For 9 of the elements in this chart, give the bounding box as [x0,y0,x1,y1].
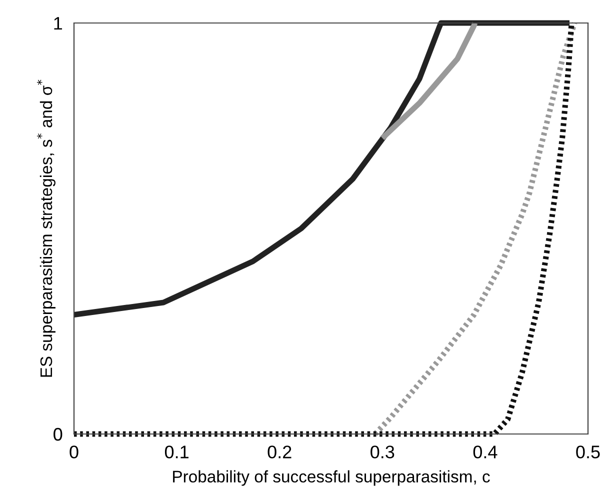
x-tick-label: 0.4 [473,446,498,458]
x-tick-label: 0.5 [576,446,600,458]
x-tick-label: 0.1 [164,446,188,458]
x-tick-label: 0 [70,446,78,458]
y-axis-title: ES superparasitism strategies, s$^{*}$ and σ$^{*}$ [36,80,56,377]
x-axis-title: Probability of successful superparasitism, c [173,470,490,486]
x-tick-label: 0.2 [268,446,292,458]
x-tick-label: 0.3 [370,446,394,458]
y-tick-label: 1 [54,17,62,30]
